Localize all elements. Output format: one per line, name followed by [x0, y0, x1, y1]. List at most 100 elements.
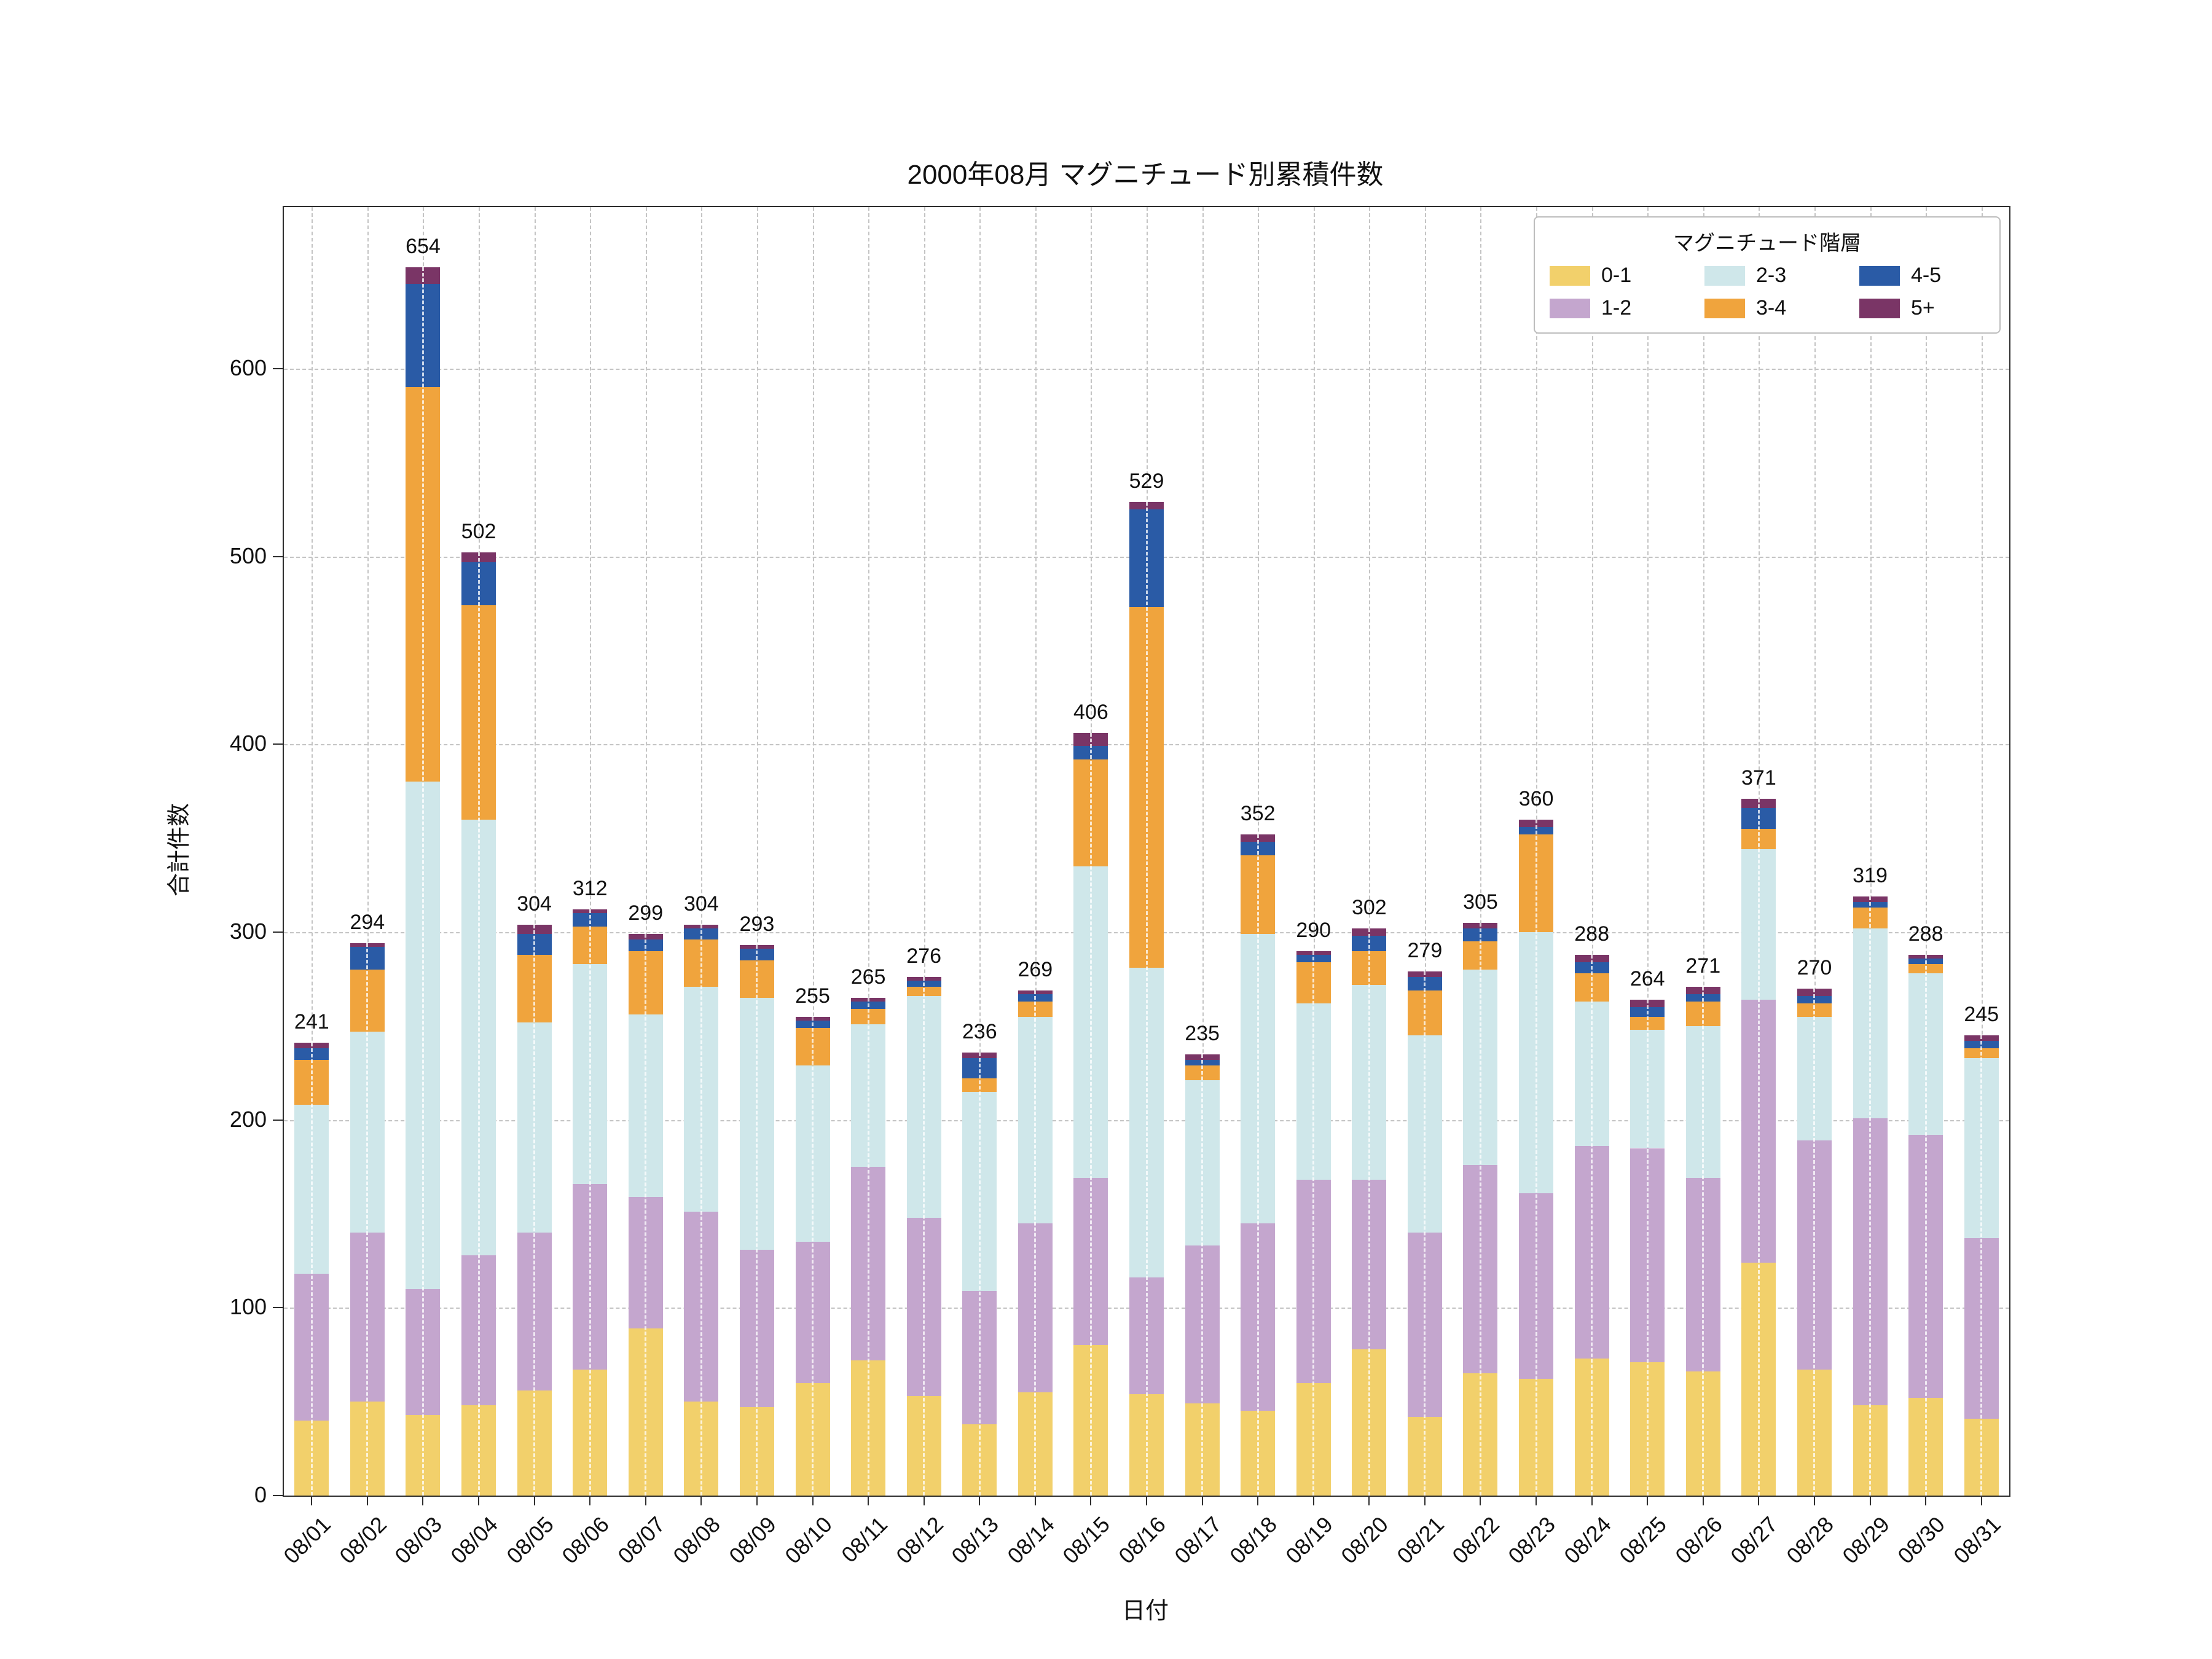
- x-tick-label: 08/31: [1948, 1512, 2006, 1569]
- bar-total-label: 235: [1185, 1021, 1220, 1045]
- legend-swatch-1-2: [1550, 298, 1590, 318]
- bar-centerline: [1757, 798, 1760, 1496]
- bar-centerline: [978, 1052, 981, 1496]
- bar-centerline: [756, 945, 758, 1496]
- x-tick-label: 08/17: [1169, 1512, 1226, 1569]
- x-tick-mark: [1535, 1496, 1537, 1505]
- legend-swatch-3-4: [1704, 298, 1745, 318]
- bar-centerline: [1257, 834, 1259, 1496]
- x-tick-mark: [1480, 1496, 1481, 1505]
- x-gridline: [590, 207, 592, 1496]
- x-tick-mark: [756, 1496, 758, 1505]
- x-axis-label: 日付: [1121, 1598, 1169, 1624]
- x-tick-label: 08/15: [1057, 1512, 1115, 1569]
- x-tick-label: 08/14: [1002, 1512, 1059, 1569]
- x-tick-mark: [1758, 1496, 1760, 1505]
- bar-total-label: 264: [1630, 967, 1665, 990]
- y-tick-label: 600: [229, 355, 267, 380]
- y-tick-label: 100: [229, 1294, 267, 1320]
- legend-label: 0-1: [1601, 264, 1632, 287]
- bar-total-label: 304: [517, 892, 552, 916]
- x-tick-mark: [1257, 1496, 1259, 1505]
- bar-total-label: 299: [628, 901, 664, 925]
- x-tick-mark: [366, 1496, 368, 1505]
- bar-centerline: [477, 552, 480, 1496]
- x-tick-label: 08/16: [1113, 1512, 1171, 1569]
- x-tick-label: 08/28: [1781, 1512, 1838, 1569]
- bar-total-label: 304: [683, 892, 719, 916]
- bar-centerline: [812, 1016, 814, 1496]
- y-tick-mark: [273, 1119, 283, 1121]
- bar-total-label: 294: [350, 911, 385, 935]
- x-tick-label: 08/27: [1725, 1512, 1783, 1569]
- x-gridline: [812, 207, 814, 1496]
- bar-centerline: [1535, 819, 1537, 1496]
- x-tick-label: 08/13: [946, 1512, 1004, 1569]
- bar-centerline: [422, 267, 424, 1496]
- y-tick-mark: [273, 931, 283, 933]
- bar-centerline: [1312, 951, 1315, 1496]
- x-tick-mark: [1146, 1496, 1147, 1505]
- legend-entries: 0-1 1-2 2-3 3-4 4-5 5+: [1550, 264, 1985, 320]
- bar-total-label: 293: [739, 912, 775, 936]
- x-tick-label: 08/25: [1614, 1512, 1672, 1569]
- bar-centerline: [700, 924, 702, 1496]
- x-gridline: [1703, 207, 1704, 1496]
- legend-entry-0-1: 0-1: [1550, 264, 1675, 288]
- legend-entry-5+: 5+: [1859, 296, 1985, 320]
- legend-label: 1-2: [1601, 296, 1632, 320]
- y-tick-label: 400: [229, 731, 267, 756]
- x-tick-label: 08/12: [890, 1512, 948, 1569]
- bar-centerline: [366, 943, 369, 1496]
- x-tick-label: 08/03: [390, 1512, 447, 1569]
- x-tick-label: 08/22: [1447, 1512, 1505, 1569]
- bar-centerline: [1034, 990, 1037, 1496]
- x-gridline: [645, 207, 647, 1496]
- x-gridline: [312, 207, 313, 1496]
- x-tick-mark: [1201, 1496, 1203, 1505]
- x-gridline: [701, 207, 703, 1496]
- legend-entry-1-2: 1-2: [1550, 296, 1675, 320]
- bar-centerline: [867, 997, 869, 1496]
- bar-centerline: [1089, 732, 1092, 1496]
- bar-total-label: 279: [1407, 939, 1443, 963]
- x-tick-label: 08/29: [1837, 1512, 1894, 1569]
- bar-total-label: 371: [1741, 766, 1776, 790]
- bar-total-label: 502: [461, 520, 496, 544]
- y-tick-mark: [273, 1495, 283, 1496]
- bar-total-label: 352: [1240, 802, 1276, 825]
- bar-total-label: 269: [1018, 957, 1053, 981]
- x-gridline: [1202, 207, 1204, 1496]
- x-tick-label: 08/01: [278, 1512, 336, 1569]
- x-tick-mark: [1312, 1496, 1314, 1505]
- x-tick-label: 08/10: [779, 1512, 837, 1569]
- x-tick-label: 08/05: [501, 1512, 559, 1569]
- x-tick-mark: [1702, 1496, 1704, 1505]
- x-tick-mark: [923, 1496, 925, 1505]
- bar-centerline: [1591, 954, 1593, 1496]
- x-tick-mark: [1869, 1496, 1871, 1505]
- bar-total-label: 302: [1351, 895, 1387, 919]
- legend-label: 5+: [1911, 296, 1935, 320]
- x-tick-label: 08/07: [613, 1512, 670, 1569]
- bar-centerline: [1924, 954, 1927, 1496]
- bar-centerline: [1424, 971, 1426, 1496]
- x-gridline: [1870, 207, 1872, 1496]
- bar-total-label: 319: [1853, 863, 1888, 887]
- bar-total-label: 654: [406, 234, 441, 258]
- x-tick-mark: [645, 1496, 646, 1505]
- bar-total-label: 406: [1073, 700, 1108, 724]
- x-tick-mark: [311, 1496, 313, 1505]
- x-tick-mark: [478, 1496, 480, 1505]
- x-tick-mark: [589, 1496, 591, 1505]
- x-tick-mark: [1647, 1496, 1649, 1505]
- x-tick-mark: [812, 1496, 814, 1505]
- x-tick-label: 08/19: [1281, 1512, 1338, 1569]
- x-tick-mark: [700, 1496, 702, 1505]
- bar-centerline: [533, 924, 536, 1496]
- y-tick-label: 500: [229, 543, 267, 568]
- bar-total-label: 241: [294, 1010, 329, 1034]
- bar-total-label: 312: [572, 877, 608, 901]
- bar-total-label: 276: [906, 944, 942, 968]
